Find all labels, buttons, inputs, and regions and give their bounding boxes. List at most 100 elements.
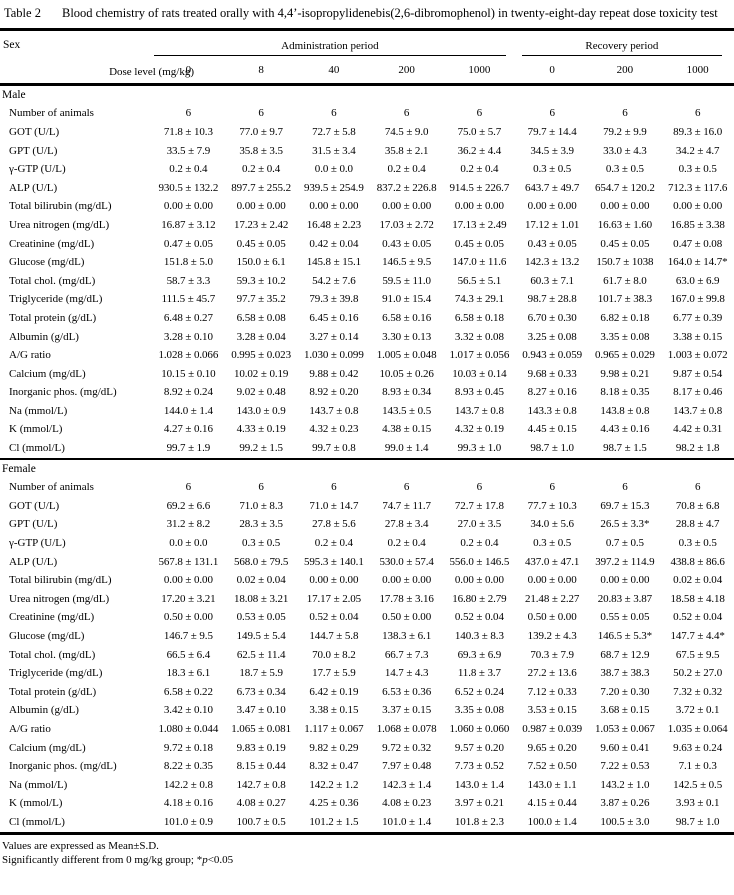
table-row: GOT (U/L) 69.2 ± 6.6 71.0 ± 8.3 71.0 ± 14.7… — [0, 497, 734, 516]
value-cell: 69.2 ± 6.6 — [166, 499, 211, 512]
value-cell: 27.8 ± 3.4 — [384, 518, 429, 531]
value-cell: 74.3 ± 29.1 — [454, 293, 504, 306]
value-cell: 7.20 ± 0.30 — [600, 685, 650, 698]
value-cell: 0.3 ± 0.5 — [533, 163, 572, 176]
row-label: γ-GTP (U/L) — [9, 537, 66, 550]
value-cell: 142.7 ± 0.8 — [236, 778, 286, 791]
value-cell: 6.58 ± 0.16 — [382, 311, 432, 324]
table-row: Number of animals 6 6 6 6 6 6 6 6 — [0, 105, 734, 124]
value-cell: 0.995 ± 0.023 — [231, 349, 291, 362]
value-cell: 9.65 ± 0.20 — [527, 741, 577, 754]
value-cell: 0.02 ± 0.04 — [236, 574, 286, 587]
administration-period-header-cell: Administration period — [152, 30, 516, 56]
value-cell: 3.37 ± 0.15 — [382, 704, 432, 717]
value-cell: 0.00 ± 0.00 — [309, 574, 359, 587]
value-cell: 146.5 ± 9.5 — [382, 256, 432, 269]
dose-column-header: 1000 — [686, 63, 709, 76]
dose-column-header: 40 — [328, 63, 340, 76]
value-cell: 143.0 ± 1.1 — [527, 778, 577, 791]
value-cell: 9.57 ± 0.20 — [454, 741, 504, 754]
value-cell: 99.7 ± 0.8 — [312, 442, 356, 455]
dose-column-header: 200 — [398, 63, 415, 76]
section-row: Female — [0, 457, 734, 479]
table-row: Na (mmol/L) 144.0 ± 1.4 143.0 ± 0.9 143.7 ±… — [0, 402, 734, 421]
value-cell: 66.7 ± 7.3 — [384, 648, 429, 661]
value-cell: 1.005 ± 0.048 — [376, 349, 437, 362]
administration-period-header: Administration period — [154, 40, 506, 56]
value-cell: 6 — [549, 481, 555, 494]
value-cell: 7.73 ± 0.52 — [454, 760, 504, 773]
value-cell: 142.5 ± 0.5 — [673, 778, 723, 791]
value-cell: 71.8 ± 10.3 — [163, 125, 213, 138]
dose-header-row: 0 8 40 200 1000 0 200 1000 — [0, 56, 734, 85]
section-row: Male — [0, 85, 734, 105]
value-cell: 6.52 ± 0.24 — [454, 685, 504, 698]
value-cell: 6.58 ± 0.22 — [163, 685, 213, 698]
value-cell: 97.7 ± 35.2 — [236, 293, 286, 306]
value-cell: 33.0 ± 4.3 — [603, 144, 647, 157]
row-label: Cl (mmol/L) — [9, 815, 65, 828]
value-cell: 9.60 ± 0.41 — [600, 741, 650, 754]
value-cell: 79.2 ± 9.9 — [603, 125, 647, 138]
value-cell: 6 — [258, 107, 264, 120]
section-label: Female — [0, 457, 734, 479]
value-cell: 3.28 ± 0.04 — [236, 330, 286, 343]
table-body: Male Number of animals 6 6 6 6 6 6 6 6 GOT (U/L) 71… — [0, 85, 734, 834]
value-cell: 59.3 ± 10.2 — [236, 274, 286, 287]
value-cell: 567.8 ± 131.1 — [158, 555, 219, 568]
value-cell: 70.8 ± 6.8 — [675, 499, 720, 512]
value-cell: 101.8 ± 2.3 — [454, 815, 504, 828]
value-cell: 68.7 ± 12.9 — [600, 648, 650, 661]
table-row: Calcium (mg/dL) 9.72 ± 0.18 9.83 ± 0.19 9.8… — [0, 739, 734, 758]
value-cell: 6 — [185, 481, 192, 494]
value-cell: 4.15 ± 0.44 — [527, 797, 577, 810]
value-cell: 4.33 ± 0.19 — [236, 423, 286, 436]
value-cell: 6.48 ± 0.27 — [163, 311, 213, 324]
value-cell: 1.053 ± 0.067 — [595, 722, 655, 735]
value-cell: 8.93 ± 0.45 — [454, 386, 504, 399]
value-cell: 0.2 ± 0.4 — [314, 537, 353, 550]
table-row: Total protein (g/dL) 6.48 ± 0.27 6.58 ± 0.… — [0, 309, 734, 328]
recovery-period-header-cell: Recovery period — [516, 30, 734, 56]
row-label: Total protein (g/dL) — [9, 311, 97, 324]
value-cell: 28.8 ± 4.7 — [675, 518, 720, 531]
value-cell: 56.5 ± 5.1 — [457, 274, 502, 287]
value-cell: 18.3 ± 6.1 — [166, 667, 211, 680]
table-row: Total bilirubin (mg/dL) 0.00 ± 0.00 0.02 ±… — [0, 571, 734, 590]
value-cell: 0.2 ± 0.4 — [460, 537, 499, 550]
value-cell: 71.0 ± 8.3 — [239, 499, 283, 512]
value-cell: 31.2 ± 8.2 — [166, 518, 211, 531]
table-row: Inorganic phos. (mg/dL) 8.22 ± 0.35 8.15 ±… — [0, 757, 734, 776]
row-label: Total protein (g/dL) — [9, 685, 97, 698]
value-cell: 0.2 ± 0.4 — [242, 163, 281, 176]
table-row: Albumin (g/dL) 3.28 ± 0.10 3.28 ± 0.04 3.27… — [0, 328, 734, 347]
table-row: Albumin (g/dL) 3.42 ± 0.10 3.47 ± 0.10 3.38… — [0, 702, 734, 721]
value-cell: 3.47 ± 0.10 — [236, 704, 286, 717]
value-cell: 66.5 ± 6.4 — [166, 648, 211, 661]
value-cell: 62.5 ± 11.4 — [236, 648, 286, 661]
value-cell: 595.3 ± 140.1 — [304, 555, 364, 568]
value-cell: 31.5 ± 3.4 — [312, 144, 356, 157]
value-cell: 7.32 ± 0.32 — [673, 685, 723, 698]
value-cell: 60.3 ± 7.1 — [530, 274, 574, 287]
value-cell: 6.73 ± 0.34 — [236, 685, 286, 698]
table-row: Number of animals 6 6 6 6 6 6 6 6 — [0, 478, 734, 497]
value-cell: 9.83 ± 0.19 — [236, 741, 286, 754]
value-cell: 3.38 ± 0.15 — [309, 704, 359, 717]
value-cell: 930.5 ± 132.2 — [158, 181, 219, 194]
table-row: Total bilirubin (mg/dL) 0.00 ± 0.00 0.00 ±… — [0, 198, 734, 217]
table-row: Cl (mmol/L) 101.0 ± 0.9 100.7 ± 0.5 101.2 ±… — [0, 813, 734, 833]
value-cell: 556.0 ± 146.5 — [449, 555, 510, 568]
row-label: A/G ratio — [9, 349, 51, 362]
value-cell: 16.48 ± 2.23 — [306, 218, 362, 231]
table-row: Urea nitrogen (mg/dL) 16.87 ± 3.12 17.23 ±… — [0, 216, 734, 235]
dose-column-header: 0 — [185, 63, 192, 76]
table-row: Total protein (g/dL) 6.58 ± 0.22 6.73 ± 0.… — [0, 683, 734, 702]
value-cell: 3.53 ± 0.15 — [527, 704, 577, 717]
table-row: A/G ratio 1.028 ± 0.066 0.995 ± 0.023 1.030… — [0, 346, 734, 365]
row-label: GPT (U/L) — [9, 518, 58, 531]
row-label: Total chol. (mg/dL) — [9, 274, 96, 287]
value-cell: 4.27 ± 0.16 — [163, 423, 213, 436]
value-cell: 143.8 ± 0.8 — [600, 404, 650, 417]
value-cell: 7.97 ± 0.48 — [382, 760, 432, 773]
